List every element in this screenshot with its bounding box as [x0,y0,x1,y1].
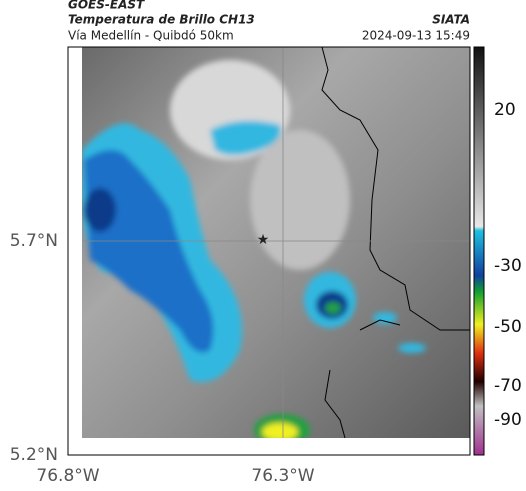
satellite-image: ★ [82,47,470,438]
timestamp: 2024-09-13 15:49 [362,29,470,43]
colorbar-label: -70 [494,376,522,396]
route: Vía Medellín - Quibdó 50km [68,29,234,43]
y-tick-label: 5.2°N [10,445,58,465]
x-tick-label: 76.3°W [251,466,314,486]
y-tick-label: 5.7°N [10,231,58,251]
source: SIATA [432,13,470,27]
subtitle: Temperatura de Brillo CH13 [68,13,255,27]
title: GOES-EAST [68,0,145,12]
colorbar-label: -30 [494,256,522,276]
cloud-field [82,60,426,438]
colorbar [473,46,485,456]
border-lines [321,47,470,438]
x-tick-label: 76.8°W [36,466,99,486]
colorbar-label: -90 [494,410,522,430]
colorbar-label: -50 [494,317,522,337]
location-star: ★ [257,232,270,248]
colorbar-label: 20 [494,100,516,120]
map-frame [67,46,471,456]
